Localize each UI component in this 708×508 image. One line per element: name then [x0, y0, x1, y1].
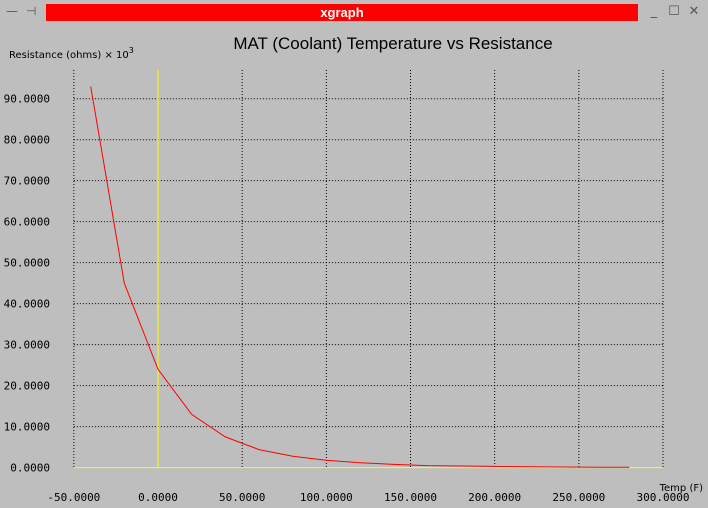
- y-tick-label: 90.0000: [4, 93, 50, 106]
- chart-title: MAT (Coolant) Temperature vs Resistance: [233, 34, 552, 53]
- close-button[interactable]: ✕: [688, 4, 700, 19]
- pin-icon[interactable]: ⊣: [26, 4, 37, 18]
- window-title: xgraph: [46, 4, 638, 21]
- x-tick-label: 250.0000: [552, 491, 605, 504]
- y-tick-label: 20.0000: [4, 380, 50, 393]
- grid: [73, 70, 664, 468]
- y-tick-label: 50.0000: [4, 257, 50, 270]
- maximize-button[interactable]: ☐: [668, 4, 680, 19]
- y-tick-label: 70.0000: [4, 175, 50, 188]
- window-menu-icon[interactable]: —: [6, 4, 18, 18]
- window-titlebar: — ⊣ xgraph _ ☐ ✕: [0, 0, 708, 26]
- y-tick-label: 60.0000: [4, 216, 50, 229]
- series-line: [90, 86, 630, 468]
- x-tick-label: -50.0000: [47, 491, 100, 504]
- y-axis-label: Resistance (ohms) × 103: [9, 46, 134, 61]
- x-tick-label: 200.0000: [468, 491, 521, 504]
- y-tick-label: 40.0000: [4, 298, 50, 311]
- x-tick-labels: -50.0000 0.0000 50.0000 100.0000 150.0000 200…: [47, 491, 689, 504]
- x-tick-label: 0.0000: [138, 491, 178, 504]
- y-tick-labels: 0.0000 10.0000 20.0000 30.0000 40.0000 50.000…: [4, 93, 50, 475]
- y-tick-label: 10.0000: [4, 421, 50, 434]
- x-axis-label: Temp (F): [659, 483, 703, 494]
- x-tick-label: 300.0000: [637, 491, 690, 504]
- series-lines: [90, 86, 630, 468]
- minimize-button[interactable]: _: [650, 4, 658, 19]
- x-tick-label: 100.0000: [300, 491, 353, 504]
- y-tick-label: 80.0000: [4, 134, 50, 147]
- y-tick-label: 30.0000: [4, 339, 50, 352]
- y-tick-label: 0.0000: [10, 462, 50, 475]
- zero-axes: [73, 70, 663, 469]
- x-tick-label: 150.0000: [384, 491, 437, 504]
- x-tick-label: 50.0000: [219, 491, 265, 504]
